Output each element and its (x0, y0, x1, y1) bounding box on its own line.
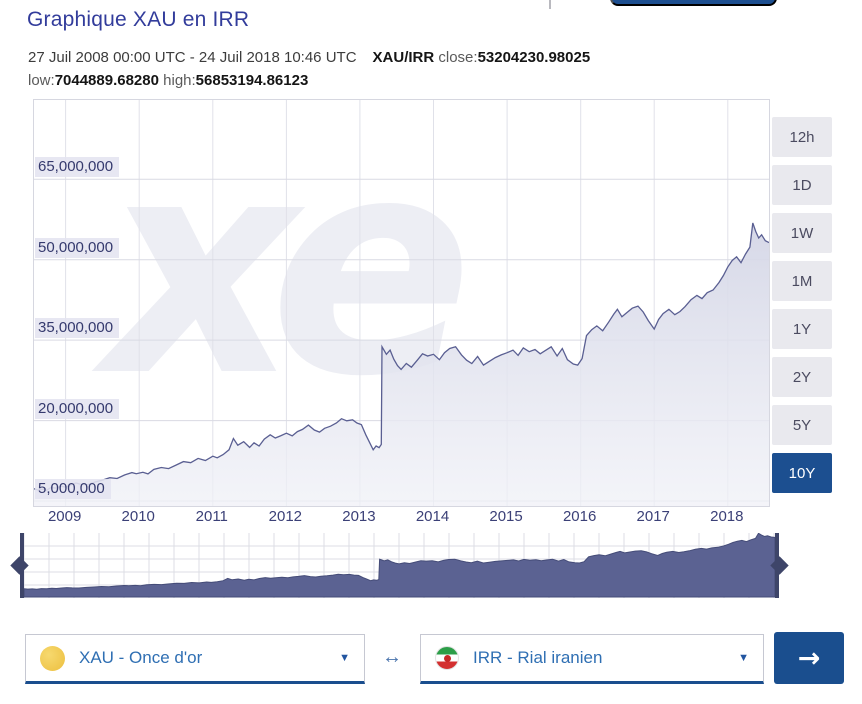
vertical-gridlines (65, 100, 729, 506)
price-area-chart[interactable] (34, 100, 769, 506)
base-currency-value: XAU - Once d'or (79, 648, 203, 667)
stats-line-2: low:7044889.68280 high:56853194.86123 (28, 69, 590, 92)
range-button-1y[interactable]: 1Y (772, 309, 832, 349)
iran-flag-icon (435, 646, 459, 670)
navigator-series-fill (23, 533, 776, 598)
quote-currency-select[interactable]: IRR - Rial iranien ▼ (420, 634, 764, 684)
low-value: 7044889.68280 (54, 72, 159, 89)
range-button-1m[interactable]: 1M (772, 261, 832, 301)
gold-coin-icon (40, 645, 65, 671)
x-tick-label: 2013 (342, 508, 376, 525)
y-tick-label: 65,000,000 (35, 157, 120, 178)
horizontal-gridlines (34, 178, 769, 502)
range-button-10y[interactable]: 10Y (772, 453, 832, 493)
low-label: low: (28, 72, 55, 89)
main-chart-plot-area[interactable]: xe (33, 99, 770, 507)
y-tick-label: 50,000,000 (35, 237, 120, 258)
stats-line-1: 27 Juil 2008 00:00 UTC - 24 Juil 2018 10… (28, 46, 590, 69)
series-line (34, 222, 769, 491)
y-tick-label: 35,000,000 (35, 318, 120, 339)
range-button-1d[interactable]: 1D (772, 165, 832, 205)
top-divider-partial (549, 0, 551, 9)
high-label: high: (163, 72, 196, 89)
top-partial-button[interactable] (610, 0, 777, 6)
x-tick-label: 2018 (710, 508, 744, 525)
range-button-1w[interactable]: 1W (772, 213, 832, 253)
chart-navigator[interactable] (10, 533, 789, 599)
date-range: 27 Juil 2008 00:00 UTC - 24 Juil 2018 10… (28, 49, 357, 66)
x-tick-label: 2015 (489, 508, 523, 525)
x-tick-label: 2011 (195, 508, 228, 525)
chevron-down-icon[interactable]: ▼ (339, 652, 350, 664)
submit-arrow-button[interactable]: → (774, 632, 844, 684)
quote-currency-value: IRR - Rial iranien (473, 648, 603, 667)
pair-label: XAU/IRR (372, 49, 435, 66)
range-button-12h[interactable]: 12h (772, 117, 832, 157)
series-area-fill (34, 223, 769, 506)
x-tick-label: 2010 (121, 508, 155, 525)
range-selector: 12h 1D 1W 1M 1Y 2Y 5Y 10Y (772, 117, 832, 501)
close-value: 53204230.98025 (477, 49, 591, 66)
x-tick-label: 2009 (47, 508, 82, 525)
chevron-down-icon[interactable]: ▼ (738, 652, 749, 664)
swap-currencies-icon: ↔ (382, 646, 402, 668)
page-title: Graphique XAU en IRR (27, 8, 250, 31)
range-button-2y[interactable]: 2Y (772, 357, 832, 397)
x-tick-label: 2017 (636, 508, 670, 525)
x-tick-label: 2014 (415, 508, 450, 525)
close-label: close: (438, 49, 478, 66)
x-tick-label: 2016 (562, 508, 597, 525)
base-currency-select[interactable]: XAU - Once d'or ▼ (25, 634, 365, 684)
range-button-5y[interactable]: 5Y (772, 405, 832, 445)
y-tick-label: 5,000,000 (35, 479, 111, 499)
chart-stats: 27 Juil 2008 00:00 UTC - 24 Juil 2018 10… (28, 46, 590, 92)
y-tick-label: 20,000,000 (35, 398, 120, 419)
x-tick-label: 2012 (268, 508, 303, 525)
high-value: 56853194.86123 (195, 72, 309, 89)
